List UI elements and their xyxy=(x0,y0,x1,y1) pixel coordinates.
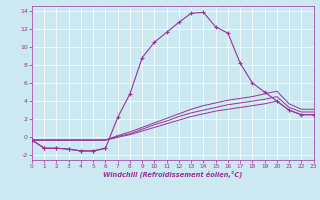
X-axis label: Windchill (Refroidissement éolien,°C): Windchill (Refroidissement éolien,°C) xyxy=(103,171,243,178)
